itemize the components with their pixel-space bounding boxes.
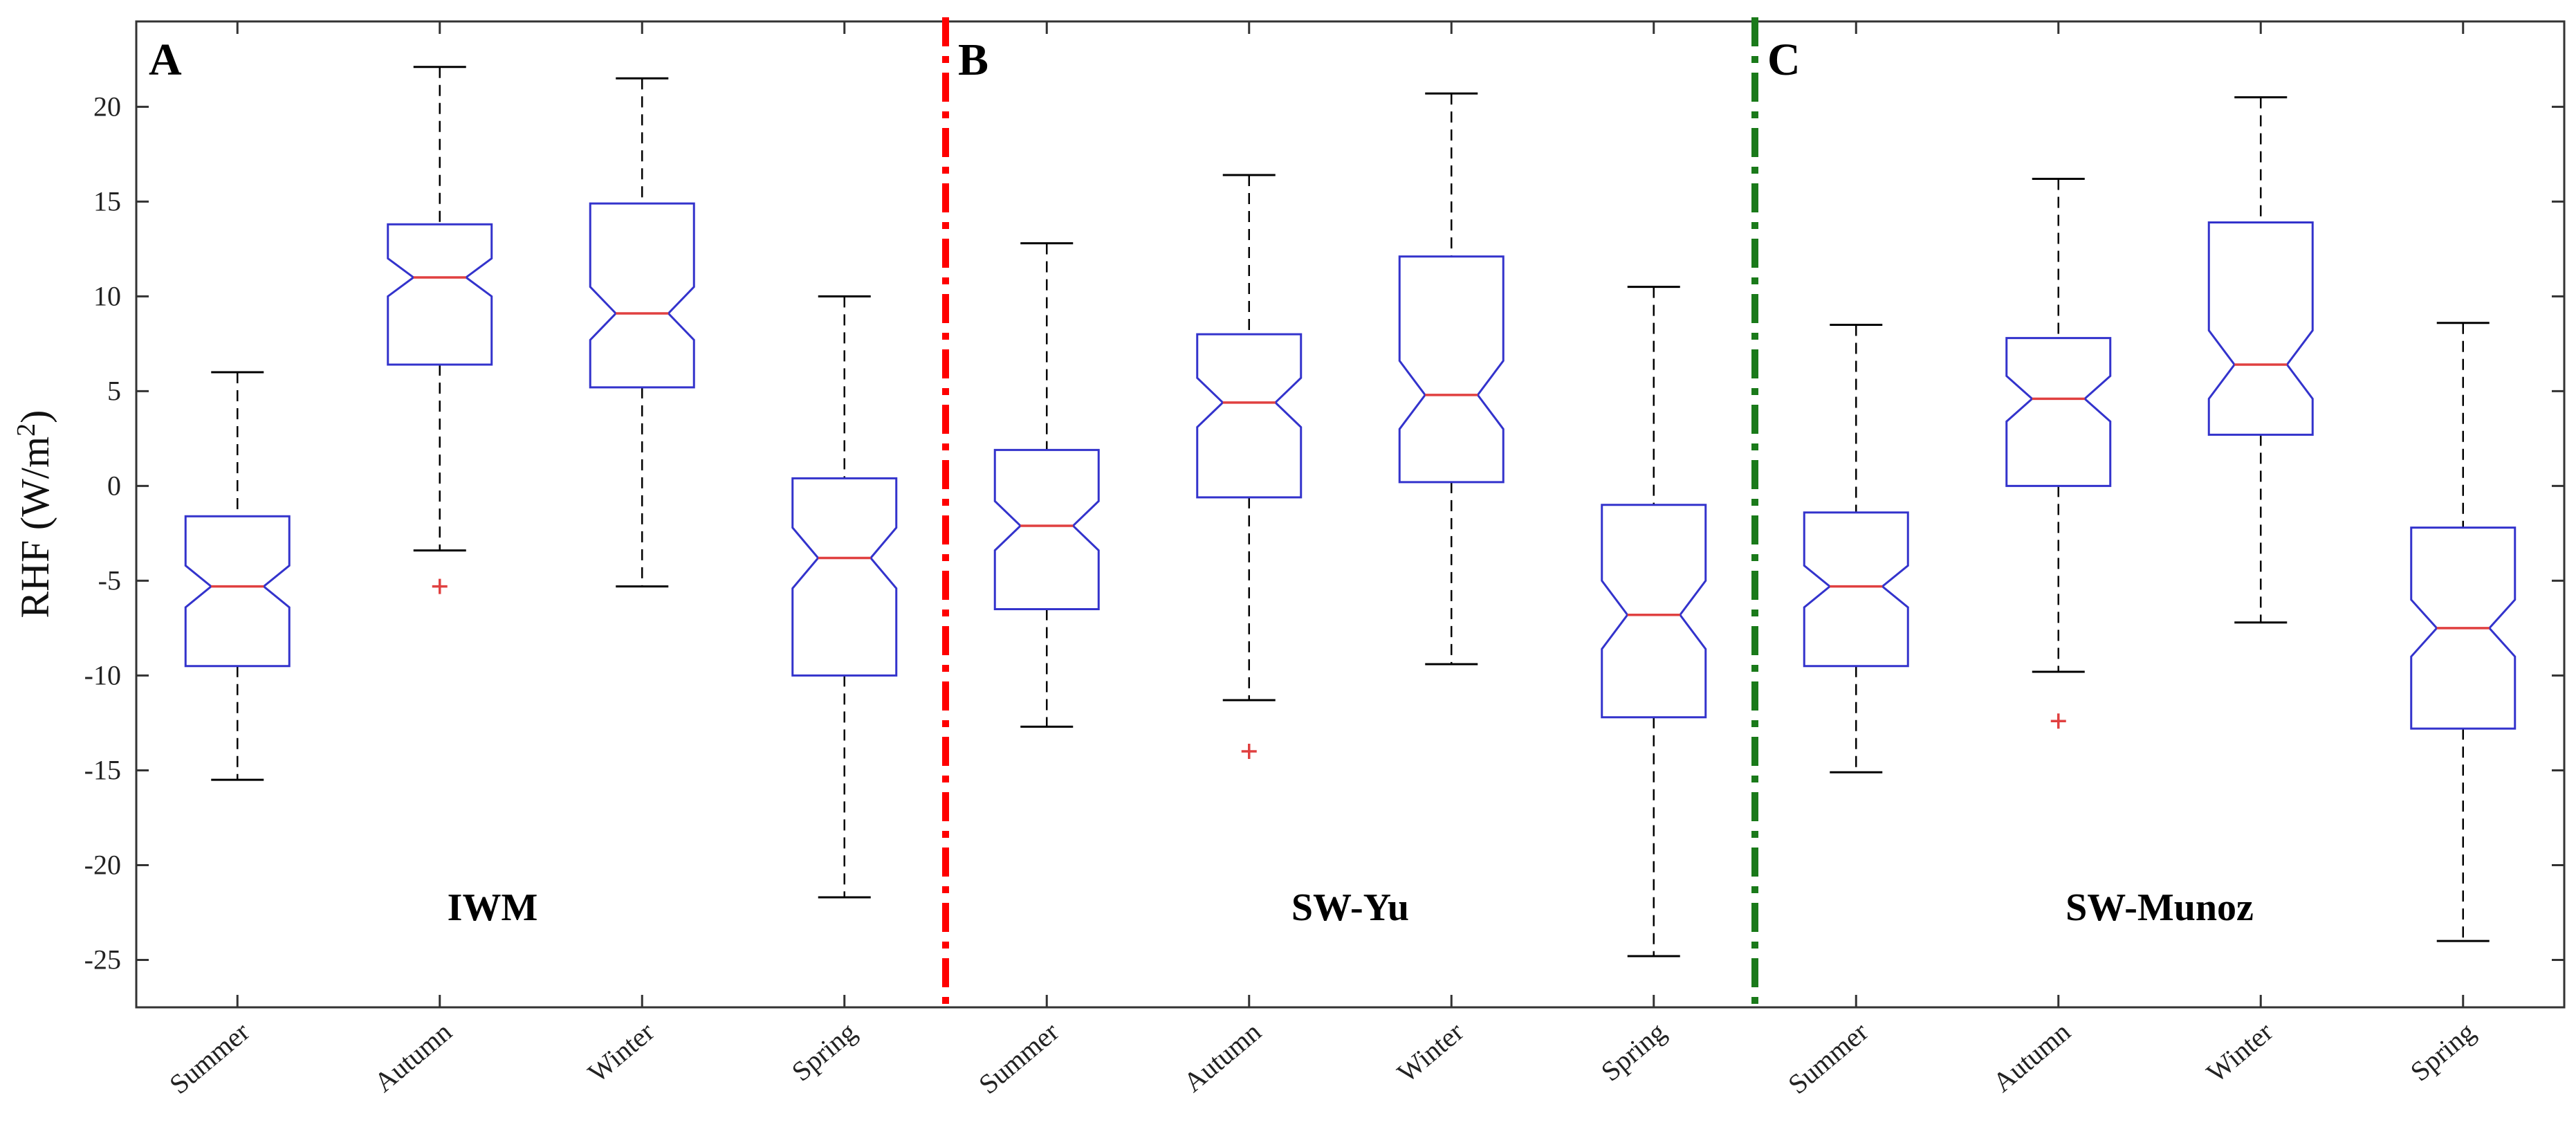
notched-box (1601, 504, 1707, 719)
y-tick-label: -10 (84, 659, 121, 690)
x-category-label: Autumn (1987, 1016, 2076, 1098)
y-tick-label: 10 (93, 280, 121, 311)
box-summer (993, 242, 1100, 728)
box-autumn (387, 66, 493, 594)
y-axis-title: RHF (W/m2) (12, 410, 57, 619)
box-spring (2410, 322, 2517, 942)
notched-box (791, 477, 898, 677)
notched-box (2207, 221, 2314, 436)
x-category-label: Spring (786, 1016, 863, 1087)
panel-method-label: SW-Yu (1291, 886, 1409, 929)
x-category-label: Winter (2200, 1016, 2279, 1088)
x-category-label: Spring (2404, 1016, 2481, 1087)
panel-letter: A (149, 35, 182, 85)
y-tick-label: 20 (93, 91, 121, 122)
notched-box (1803, 511, 1909, 668)
box-spring (791, 295, 898, 899)
y-tick-label: -15 (84, 754, 121, 785)
box-winter (2207, 96, 2314, 624)
outlier-marker (432, 578, 448, 594)
panel-method-label: IWM (448, 886, 538, 929)
panel-method-label: SW-Munoz (2066, 886, 2254, 929)
y-axis-title-suffix: ) (12, 410, 57, 423)
x-category-label: Winter (1391, 1016, 1469, 1088)
y-tick-label: 5 (107, 375, 121, 406)
y-axis-title-superscript: 2 (12, 423, 41, 437)
box-winter (589, 77, 695, 588)
box-autumn (1196, 174, 1303, 760)
outlier-marker (2050, 713, 2066, 729)
box-autumn (2005, 177, 2112, 729)
panel-letter: B (958, 35, 988, 85)
plot-area (135, 20, 2566, 1009)
notched-box (2410, 526, 2517, 730)
y-tick-label: -5 (98, 565, 121, 596)
box-spring (1601, 286, 1707, 958)
x-category-label: Autumn (368, 1016, 457, 1098)
x-category-label: Summer (1782, 1016, 1874, 1100)
x-category-label: Spring (1595, 1016, 1672, 1087)
notched-box (387, 223, 493, 366)
y-tick-label: -25 (84, 944, 121, 975)
y-tick-label: 0 (107, 470, 121, 501)
x-category-label: Summer (973, 1016, 1065, 1100)
y-tick-label: 15 (93, 185, 121, 217)
notched-box (1196, 333, 1303, 499)
x-category-label: Autumn (1177, 1016, 1267, 1098)
panel-letter: C (1767, 35, 1801, 85)
x-category-label: Winter (582, 1016, 660, 1088)
notched-box (1398, 255, 1505, 484)
box-winter (1398, 92, 1505, 666)
x-category-label: Summer (163, 1016, 255, 1100)
notched-box (184, 515, 291, 668)
notched-box (589, 202, 695, 389)
outlier-marker (1241, 744, 1257, 760)
box-summer (1803, 323, 1909, 773)
notched-box (2005, 337, 2112, 487)
notched-box (993, 448, 1100, 611)
y-tick-label: -20 (84, 849, 121, 880)
y-axis-title-text: RHF (W/m (12, 437, 57, 619)
box-summer (184, 371, 291, 781)
